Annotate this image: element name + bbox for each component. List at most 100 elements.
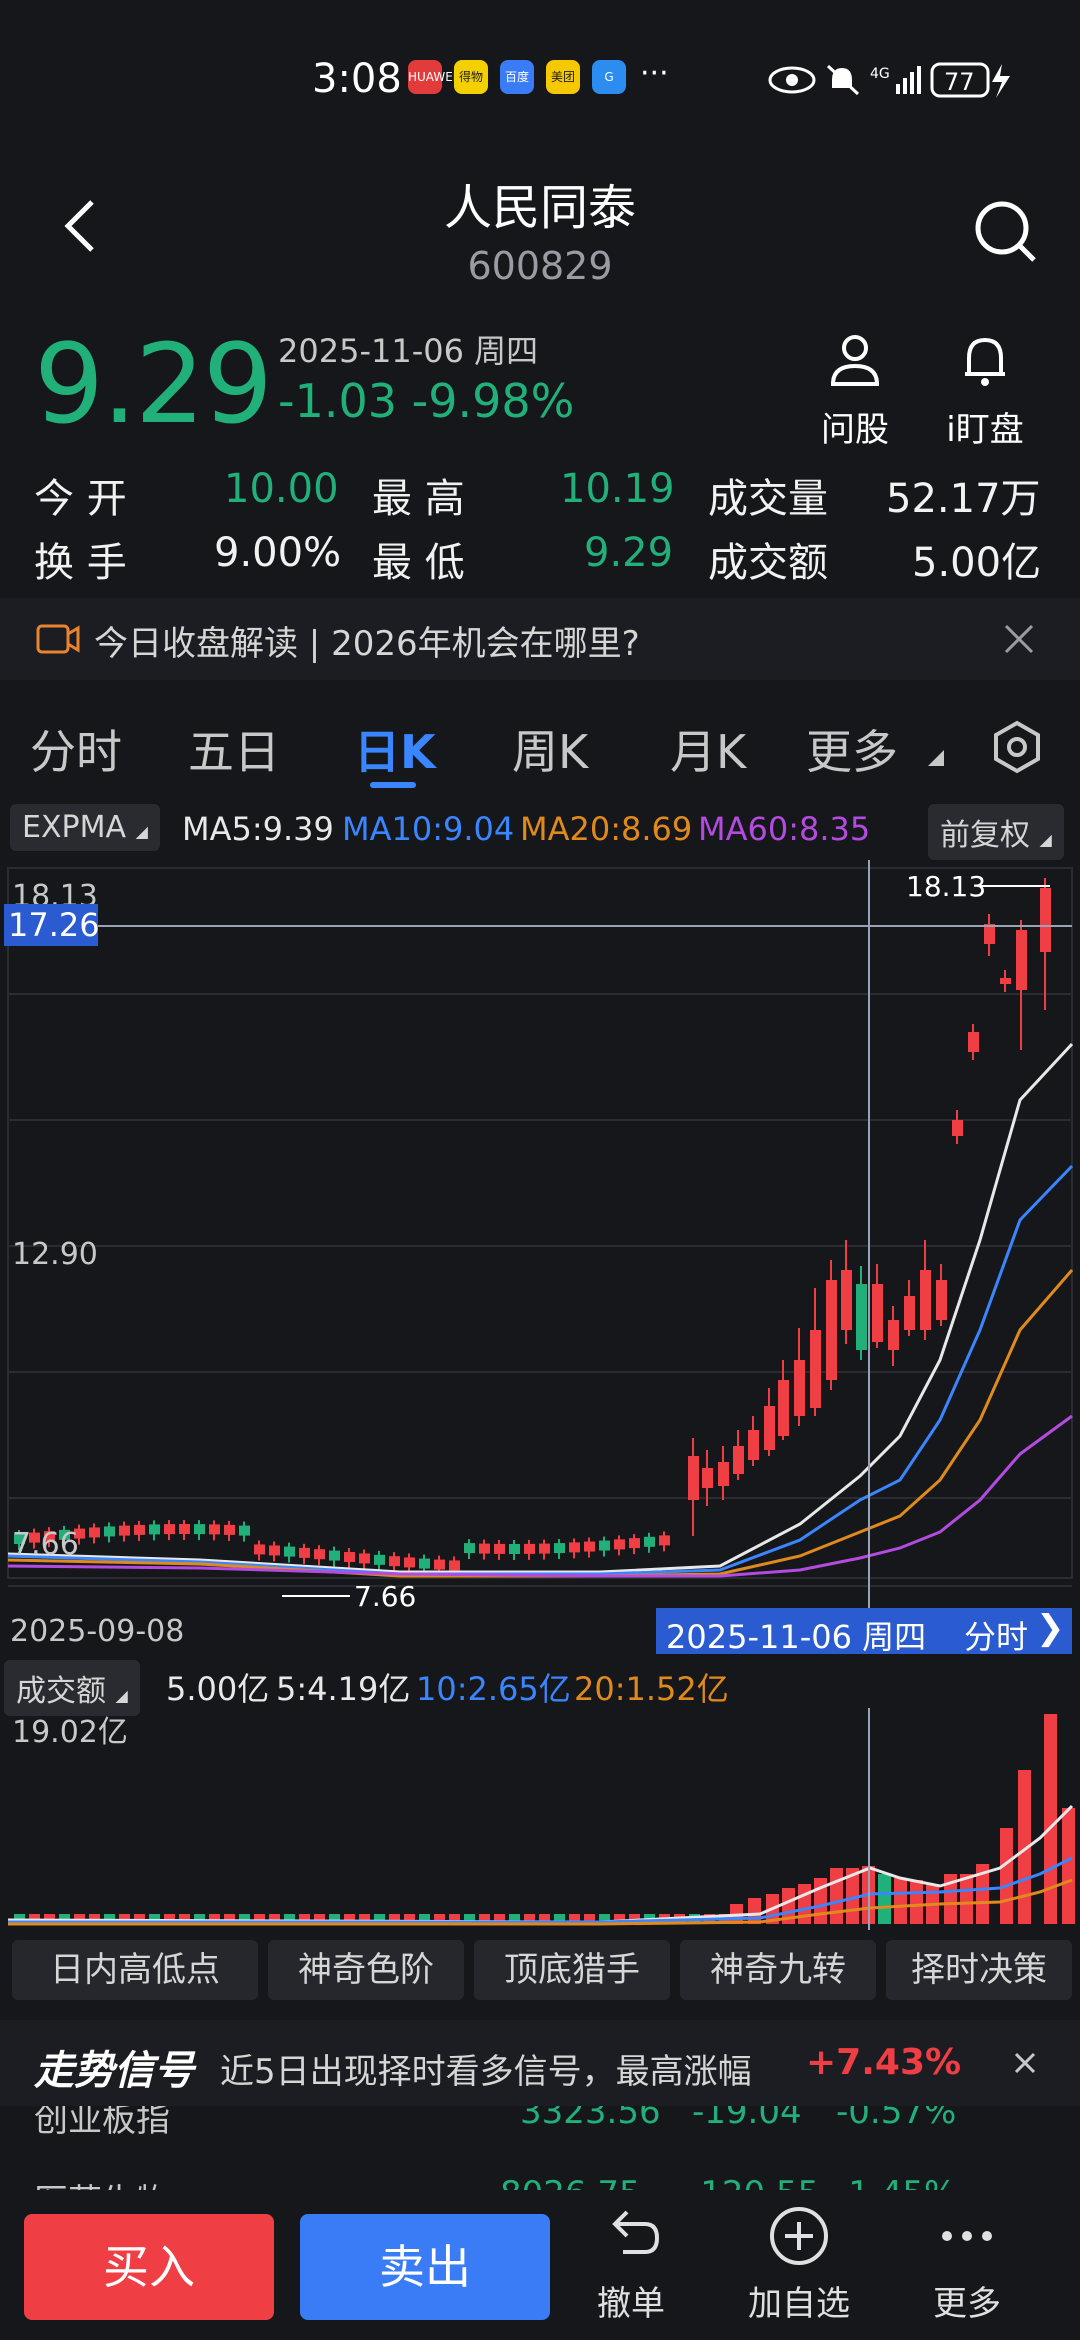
candle-body (359, 1553, 370, 1564)
tab-daily-k[interactable]: 日K (354, 725, 436, 779)
candlestick-chart[interactable]: 18.13 17.26 12.90 7.66 18.13 7.66 (0, 860, 1080, 1610)
volume-bar (878, 1874, 891, 1924)
watch-button[interactable]: i盯盘 (940, 330, 1030, 451)
stat-value-open: 10.00 (224, 466, 339, 512)
baidu-app-icon: 百度 (500, 60, 534, 94)
signal-close-icon[interactable] (1014, 2052, 1036, 2074)
candle-body (968, 1032, 979, 1052)
volume-indicator-row: 成交额 ◢ 5.00亿 5:4.19亿 10:2.65亿 20:1.52亿 (0, 1660, 1080, 1716)
ask-stock-button[interactable]: 问股 (810, 330, 900, 451)
volume-ma5: 5:4.19亿 (276, 1670, 411, 1708)
volume-ma10: 10:2.65亿 (416, 1670, 571, 1708)
adjust-select[interactable]: 前复权 ◢ (928, 804, 1064, 860)
close-icon[interactable] (1002, 622, 1036, 656)
tab-five-day[interactable]: 五日 (188, 725, 280, 779)
status-icons: 4G 77 (768, 62, 1010, 98)
tab-more[interactable]: 更多 (806, 725, 898, 779)
tab-weekly-k[interactable]: 周K (512, 725, 589, 779)
tab-monthly-k[interactable]: 月K (670, 725, 747, 779)
candle-body (74, 1528, 85, 1539)
candle-body (748, 1430, 759, 1460)
volume-indicator-label: 成交额 (16, 1674, 106, 1709)
back-arrow-icon[interactable] (56, 196, 106, 256)
volume-bar (1018, 1770, 1031, 1924)
add-watchlist-button[interactable]: 加自选 (734, 2204, 864, 2325)
candle-body (299, 1547, 310, 1558)
volume-bar (179, 1914, 190, 1924)
more-button[interactable]: 更多 (902, 2204, 1032, 2325)
volume-bar (782, 1888, 795, 1924)
active-tab-indicator (370, 782, 416, 788)
peek-row-name: 医药生物 (34, 2174, 170, 2190)
crosshair-price: 17.26 (8, 906, 100, 944)
candle-body (434, 1559, 445, 1570)
tab-intraday[interactable]: 分时 (30, 725, 122, 779)
volume-bar (329, 1914, 340, 1924)
candle-body (44, 1531, 55, 1542)
price-change: -1.03 -9.98% (278, 374, 575, 428)
candle-body (149, 1524, 160, 1535)
candle-body (904, 1296, 915, 1330)
closing-commentary-banner[interactable]: 今日收盘解读 | 2026年机会在哪里? (0, 598, 1080, 680)
stat-label-turnover: 换 手 (34, 540, 127, 586)
grid-border (7, 867, 1073, 1579)
volume-bar (404, 1914, 415, 1924)
candle-body (984, 924, 995, 944)
cancel-order-button[interactable]: 撤单 (566, 2204, 696, 2325)
main-indicator-select[interactable]: EXPMA ◢ (10, 804, 160, 851)
indicator-row: EXPMA ◢ MA5:9.39 MA10:9.04 MA20:8.69 MA6… (0, 800, 1080, 860)
tool-color-scale[interactable]: 神奇色阶 (268, 1940, 464, 2000)
tool-timing-decision[interactable]: 择时决策 (886, 1940, 1072, 2000)
crosshair-date-box[interactable]: 2025-11-06 周四 分时 ❯ (656, 1608, 1072, 1656)
buy-button[interactable]: 买入 (24, 2214, 274, 2320)
candle-body (329, 1550, 340, 1561)
peek-row-value: 8026.75 (500, 2174, 641, 2190)
ma60-value: MA60:8.35 (698, 810, 871, 848)
cancel-order-label: 撤单 (597, 2284, 665, 2324)
y-axis-mid: 12.90 (12, 1237, 98, 1272)
candle-body (952, 1120, 963, 1136)
signal-gain: +7.43% (806, 2042, 962, 2083)
candle-body (872, 1284, 883, 1342)
stat-value-amount: 5.00亿 (912, 540, 1042, 586)
volume-bar (269, 1914, 280, 1924)
volume-bar (509, 1914, 520, 1924)
more-notifications-icon: ··· (640, 56, 669, 91)
sell-button[interactable]: 卖出 (300, 2214, 550, 2320)
volume-y-axis-top: 19.02亿 (12, 1715, 128, 1750)
dropdown-caret-icon: ◢ (135, 822, 148, 841)
signal-title: 走势信号 (34, 2048, 194, 2094)
candle-body (539, 1543, 550, 1554)
add-watchlist-label: 加自选 (748, 2284, 850, 2324)
volume-bar (344, 1914, 355, 1924)
search-icon[interactable] (970, 196, 1040, 266)
undo-icon (612, 2210, 660, 2254)
chart-period-tabs: 分时 五日 日K 周K 月K 更多 (0, 700, 1080, 790)
peek-row-name: 创业板指 (34, 2106, 170, 2140)
candle-body (936, 1280, 947, 1320)
tool-intraday-high-low[interactable]: 日内高低点 (12, 1940, 258, 2000)
candle-body (841, 1270, 852, 1330)
candle-body (134, 1524, 145, 1535)
candle-body (629, 1538, 640, 1549)
candle-body (810, 1330, 821, 1408)
stat-value-low: 9.29 (584, 530, 674, 576)
candle-body (764, 1406, 775, 1450)
volume-bar (374, 1914, 385, 1924)
tool-magic-nine[interactable]: 神奇九转 (680, 1940, 876, 2000)
candle-body (1000, 978, 1011, 984)
tool-top-bottom-hunter[interactable]: 顶底猎手 (474, 1940, 670, 2000)
ma5-value: MA5:9.39 (182, 810, 334, 848)
volume-bar (239, 1914, 250, 1924)
candle-body (702, 1468, 713, 1488)
volume-chart[interactable]: 19.02亿 (0, 1708, 1080, 1930)
volume-bar (194, 1914, 205, 1924)
chart-settings-icon[interactable] (990, 720, 1044, 774)
volume-bar (254, 1914, 265, 1924)
status-time: 3:08 (312, 56, 402, 102)
ma5-line (7, 1042, 1074, 1574)
volume-indicator-select[interactable]: 成交额 ◢ (4, 1660, 140, 1716)
max-price-label: 18.13 (906, 870, 986, 903)
trend-signal-bar[interactable]: 走势信号 近5日出现择时看多信号，最高涨幅 +7.43% (0, 2020, 1080, 2106)
candle-body (778, 1380, 789, 1436)
